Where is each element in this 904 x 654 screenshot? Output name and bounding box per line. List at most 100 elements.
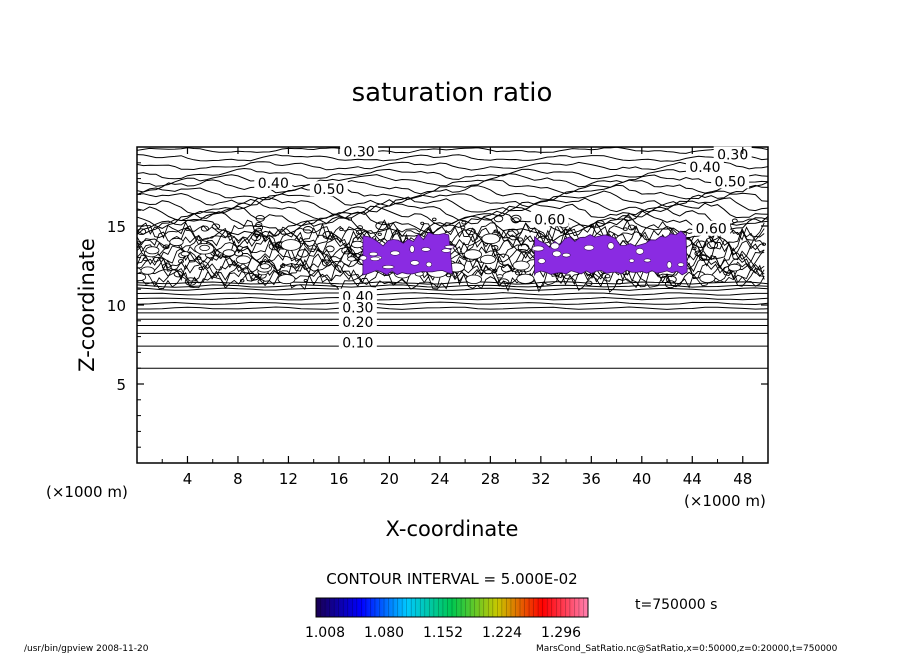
closed-contour [691, 246, 697, 251]
closed-contour [322, 231, 334, 240]
contour-label-bg [530, 211, 569, 227]
cloud-gap [516, 273, 535, 284]
x-tick-label: 44 [683, 470, 702, 488]
closed-contour [375, 221, 388, 231]
cloud-gap [137, 273, 147, 282]
cloud-gap [481, 233, 501, 245]
region-hole [421, 247, 431, 252]
supersaturated-regions [359, 230, 688, 277]
region-hole [444, 245, 455, 249]
cloud-gap [145, 246, 160, 255]
colorbar-tick-label: 1.008 [305, 625, 345, 641]
contour-label: 0.40 [689, 160, 720, 176]
closed-contour [255, 222, 263, 228]
cloud-gap [463, 249, 482, 260]
contour-label-bg [338, 334, 377, 350]
closed-contour [200, 225, 209, 232]
contour-interval: CONTOUR INTERVAL = 5.000E-02 [326, 570, 577, 588]
contour-line [137, 210, 768, 236]
closed-contour [377, 232, 382, 236]
region-hole [531, 245, 545, 252]
cloud-gap [199, 244, 210, 251]
closed-contour [420, 221, 425, 225]
contour-label-bg [340, 143, 379, 159]
region-hole [666, 261, 672, 269]
cloud-gap [465, 274, 483, 285]
closed-contour [731, 218, 738, 224]
contour-line [137, 196, 768, 215]
contour-label: 0.50 [313, 182, 344, 198]
region-hole [369, 256, 381, 261]
closed-contour [511, 217, 520, 224]
colorbar [315, 597, 589, 618]
supersaturated-region [534, 230, 688, 277]
closed-contour [460, 225, 466, 230]
cloud-gap [277, 274, 296, 285]
x-tick-label: 24 [430, 470, 449, 488]
closed-contour [339, 227, 344, 232]
closed-contour [623, 227, 628, 231]
contour-line [137, 153, 768, 162]
region-hole [382, 264, 395, 270]
x-axis-ticks: 4 8 12 16 20 24 28 32 36 40 44 48 [161, 147, 752, 488]
closed-contour [664, 280, 676, 289]
closed-contour [589, 224, 595, 228]
closed-contour [280, 264, 286, 269]
cloud-gap [727, 263, 742, 272]
closed-contour [446, 273, 452, 278]
contour-line [137, 179, 768, 195]
closed-contour [196, 256, 202, 260]
contour-label-bg [309, 181, 348, 197]
cloud-gap [280, 239, 302, 251]
region-hole [643, 258, 652, 263]
closed-contour [493, 229, 499, 234]
plot-area [137, 147, 768, 369]
closed-contour [255, 214, 265, 222]
colorbar-tick-label: 1.224 [482, 625, 522, 641]
y-tick-label: 15 [107, 218, 126, 236]
closed-contour [250, 233, 262, 242]
contour-label-bg [254, 174, 293, 190]
closed-contour [253, 224, 264, 232]
cloud-gap [140, 266, 155, 275]
cloud-gap [235, 255, 251, 265]
x-unit-left: (×1000 m) [46, 483, 128, 501]
x-tick-label: 48 [733, 470, 752, 488]
closed-contour [257, 279, 265, 285]
y-tick-label: 5 [116, 376, 126, 394]
region-hole [368, 251, 379, 257]
contour-label: 0.10 [342, 336, 373, 352]
contour-label-bg [692, 220, 731, 236]
y-tick-label: 10 [107, 297, 126, 315]
closed-contour [294, 263, 300, 268]
colorbar-ticks: 1.008 1.080 1.152 1.224 1.296 [305, 625, 581, 641]
x-tick-label: 8 [233, 470, 243, 488]
closed-contour [615, 279, 624, 285]
x-unit-right: (×1000 m) [684, 492, 766, 510]
contour-label: 0.30 [344, 144, 375, 160]
closed-contour [507, 228, 519, 237]
contour-label: 0.20 [342, 315, 373, 331]
contour-label: 0.40 [258, 176, 289, 192]
x-tick-label: 12 [279, 470, 298, 488]
closed-contour [355, 229, 363, 235]
closed-contour [698, 254, 708, 262]
x-tick-label: 36 [582, 470, 601, 488]
contour-line [137, 221, 765, 244]
contour-label-bg [338, 313, 377, 329]
contour-line [137, 287, 768, 291]
closed-contour [239, 279, 245, 283]
contour-line [137, 147, 768, 154]
x-tick-label: 40 [632, 470, 651, 488]
x-tick-label: 20 [380, 470, 399, 488]
region-hole [537, 258, 546, 264]
cloud-gap [259, 263, 271, 270]
cloud-gap [699, 273, 716, 283]
closed-contour [198, 266, 203, 271]
region-hole [359, 255, 368, 261]
closed-contour [517, 243, 530, 252]
contour-line [137, 173, 768, 188]
footer-left: /usr/bin/gpview 2008-11-20 [24, 644, 149, 654]
region-hole [409, 245, 415, 253]
